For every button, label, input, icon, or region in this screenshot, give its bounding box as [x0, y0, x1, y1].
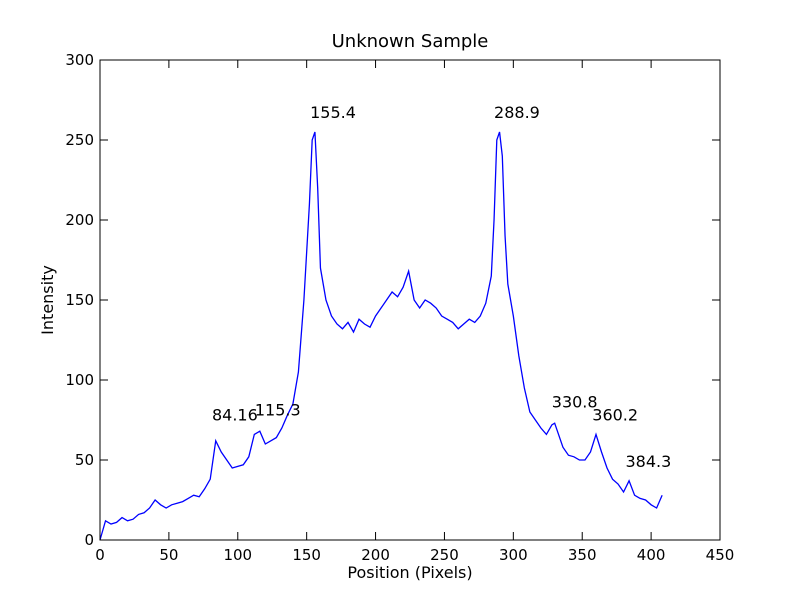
peak-label: 360.2: [592, 405, 638, 424]
y-tick-label: 300: [65, 51, 94, 69]
x-tick-label: 100: [223, 546, 252, 564]
y-tick-label: 250: [65, 131, 94, 149]
data-line: [99, 131, 663, 541]
y-tick-label: 50: [75, 451, 94, 469]
peak-label: 288.9: [494, 103, 540, 122]
plot-frame: [99, 59, 721, 541]
y-tick-label: 100: [65, 371, 94, 389]
peak-label: 330.8: [552, 393, 598, 412]
x-tick-label: 300: [499, 546, 528, 564]
x-tick-label: 350: [568, 546, 597, 564]
peak-label: 384.3: [625, 452, 671, 471]
x-tick-label: 250: [430, 546, 459, 564]
chart-title: Unknown Sample: [332, 31, 489, 52]
peak-label: 155.4: [310, 103, 356, 122]
x-axis-label: Position (Pixels): [347, 563, 472, 582]
y-axis-label: Intensity: [38, 265, 57, 335]
y-tick-label: 0: [84, 531, 94, 549]
x-tick-label: 450: [706, 546, 735, 564]
x-tick-label: 150: [292, 546, 321, 564]
x-tick-label: 400: [637, 546, 666, 564]
x-tick-label: 50: [159, 546, 178, 564]
y-tick-label: 150: [65, 291, 94, 309]
x-tick-label: 0: [95, 546, 105, 564]
y-tick-label: 200: [65, 211, 94, 229]
peak-label: 84.16: [212, 405, 258, 424]
x-tick-label: 200: [361, 546, 390, 564]
peak-label: 115.3: [255, 401, 301, 420]
